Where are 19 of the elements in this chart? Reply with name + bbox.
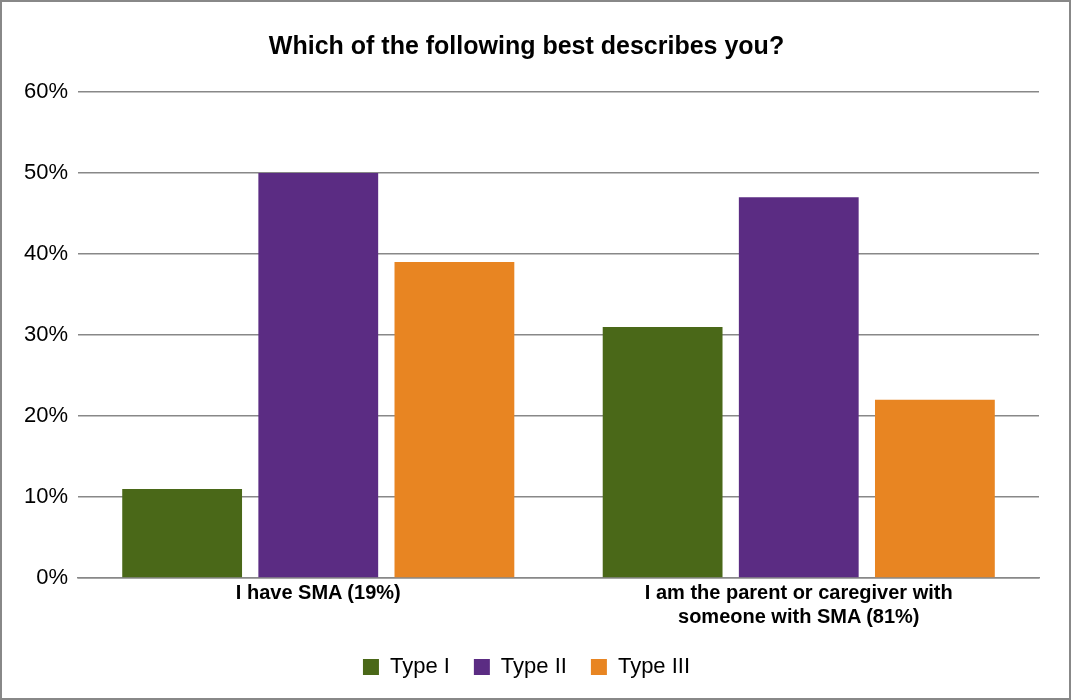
- y-tick-label: 50%: [23, 159, 69, 185]
- legend-label: Type I: [389, 653, 450, 679]
- x-tick-label: I am the parent or caregiver with someone with SMA (81%): [644, 580, 953, 627]
- bar: [875, 399, 995, 578]
- legend-label: Type II: [500, 653, 567, 679]
- y-tick-label: 10%: [23, 483, 69, 509]
- chart-title: Which of the following best describes you?: [268, 30, 785, 59]
- bar: [738, 197, 859, 578]
- x-tick-label: I have SMA (19%): [235, 580, 401, 603]
- y-tick-label: 40%: [23, 240, 69, 266]
- bar: [602, 326, 723, 578]
- bar: [258, 173, 379, 578]
- y-tick-label: 20%: [23, 402, 69, 428]
- y-tick-label: 60%: [23, 78, 69, 104]
- bar: [122, 488, 243, 578]
- legend-label: Type III: [617, 653, 691, 679]
- y-tick-label: 30%: [23, 321, 69, 347]
- bar: [394, 262, 515, 578]
- y-tick-label: 0%: [36, 564, 69, 590]
